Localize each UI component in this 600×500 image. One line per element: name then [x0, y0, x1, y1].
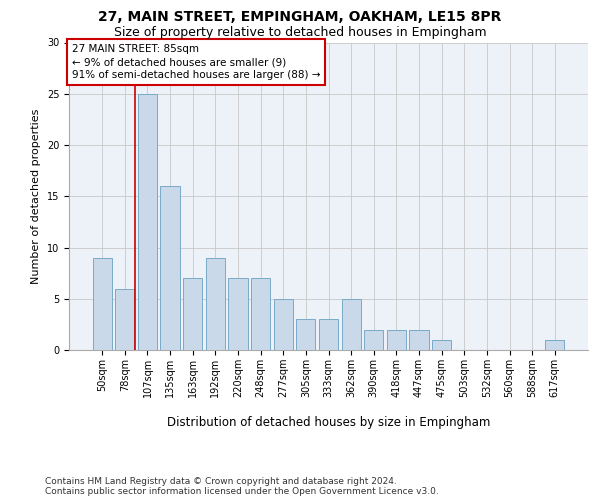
- Text: 27 MAIN STREET: 85sqm
← 9% of detached houses are smaller (9)
91% of semi-detach: 27 MAIN STREET: 85sqm ← 9% of detached h…: [71, 44, 320, 80]
- Text: Contains HM Land Registry data © Crown copyright and database right 2024.
Contai: Contains HM Land Registry data © Crown c…: [45, 476, 439, 496]
- Bar: [319, 320, 338, 350]
- Bar: [115, 288, 134, 350]
- Bar: [545, 340, 565, 350]
- Bar: [206, 258, 225, 350]
- Bar: [183, 278, 202, 350]
- Bar: [432, 340, 451, 350]
- Bar: [92, 258, 112, 350]
- Text: 27, MAIN STREET, EMPINGHAM, OAKHAM, LE15 8PR: 27, MAIN STREET, EMPINGHAM, OAKHAM, LE15…: [98, 10, 502, 24]
- Bar: [387, 330, 406, 350]
- Bar: [138, 94, 157, 350]
- Bar: [296, 320, 316, 350]
- Text: Size of property relative to detached houses in Empingham: Size of property relative to detached ho…: [113, 26, 487, 39]
- Bar: [274, 298, 293, 350]
- Text: Distribution of detached houses by size in Empingham: Distribution of detached houses by size …: [167, 416, 490, 429]
- Bar: [251, 278, 270, 350]
- Bar: [229, 278, 248, 350]
- Bar: [341, 298, 361, 350]
- Bar: [364, 330, 383, 350]
- Y-axis label: Number of detached properties: Number of detached properties: [31, 108, 41, 284]
- Bar: [160, 186, 180, 350]
- Bar: [409, 330, 428, 350]
